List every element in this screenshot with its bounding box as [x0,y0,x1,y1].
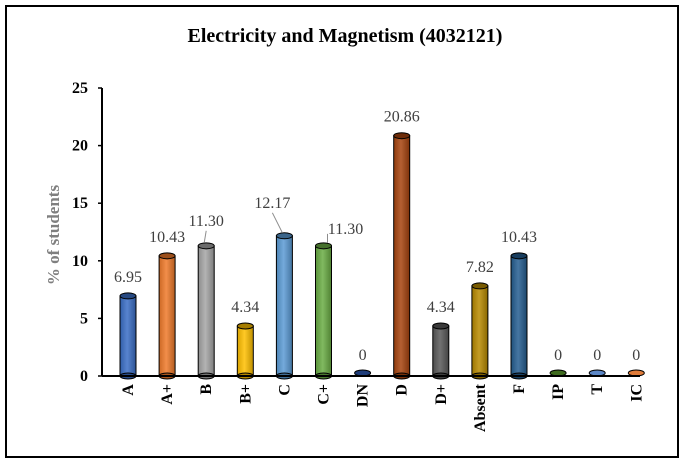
bar-body [158,255,176,377]
x-tick-label-B+: B+ [237,384,254,404]
y-tick-label: 5 [80,310,88,327]
data-label-A: 6.95 [114,269,142,286]
leader-line [203,230,207,243]
data-label-C+: 11.30 [328,221,363,238]
data-label-B+: 4.34 [231,299,259,316]
data-label-IC: 0 [632,347,640,364]
bar-cap [197,242,215,250]
bar-Absent [471,282,489,380]
y-axis-ticks: 0 5 10 15 20 25 [72,80,102,385]
bar-cap [432,322,450,330]
bar-body [275,235,293,377]
x-tick-label-DN: DN [355,384,372,408]
bar-B+ [236,322,254,380]
x-tick-label-T: T [589,384,606,395]
bar-body [510,255,528,377]
bar-A [119,292,137,380]
data-label-B: 11.30 [188,213,223,230]
bar-C+ [315,242,332,380]
bar-cap [275,232,293,240]
x-tick-label-F: F [511,384,528,394]
bars [119,132,645,380]
bar-D [393,132,411,380]
x-tick-label-IC: IC [628,384,645,402]
y-axis-label: % of students [44,185,63,286]
x-tick-label-D: D [394,384,411,396]
data-label-IP: 0 [554,347,562,364]
data-label-DN: 0 [359,347,367,364]
chart-frame [5,5,679,458]
y-tick-label: 0 [80,368,88,385]
data-label-D: 20.86 [384,109,420,126]
bar-C [275,232,293,380]
bar-cap [158,252,176,260]
bar-body [119,295,137,377]
bar-D+ [432,322,450,380]
chart-title: Electricity and Magnetism (4032121) [188,25,503,47]
y-tick-label: 10 [72,253,88,270]
leader-line [271,212,283,234]
bar-cap [393,132,411,140]
bar-A+ [158,252,176,380]
data-label-C: 12.17 [254,195,290,212]
x-axis-ticks: A A+ B B+ C C+ DN D D+ Absent F IP T IC [120,383,645,432]
data-label-D+: 4.34 [427,299,455,316]
y-tick-label: 20 [72,138,88,155]
y-tick-label: 25 [72,80,88,97]
x-tick-label-Absent: Absent [472,383,489,432]
bar-cap [119,292,137,300]
bar-cap [315,242,332,250]
x-tick-label-A+: A+ [159,384,176,405]
bar-cap [510,252,528,260]
bar-body [393,135,411,377]
bar-body [432,325,450,377]
data-label-A+: 10.43 [149,229,185,246]
x-tick-label-B: B [198,384,215,395]
bar-cap [471,282,489,290]
data-label-Absent: 7.82 [466,259,494,276]
x-tick-label-C: C [276,384,293,396]
data-labels: 6.9510.4311.304.3412.1711.30020.864.347.… [114,109,640,364]
bar-body [471,285,489,377]
x-tick-label-A: A [120,384,137,396]
bar-body [197,245,215,377]
y-tick-label: 15 [72,195,88,212]
data-label-T: 0 [593,347,601,364]
bar-B [197,242,215,380]
x-tick-label-D+: D+ [433,384,450,405]
bar-body [315,245,332,377]
x-tick-label-C+: C+ [316,384,333,405]
data-label-F: 10.43 [501,229,537,246]
bar-body [236,325,254,377]
x-tick-label-IP: IP [550,384,567,400]
bar-cap [236,322,254,330]
bar-F [510,252,528,380]
